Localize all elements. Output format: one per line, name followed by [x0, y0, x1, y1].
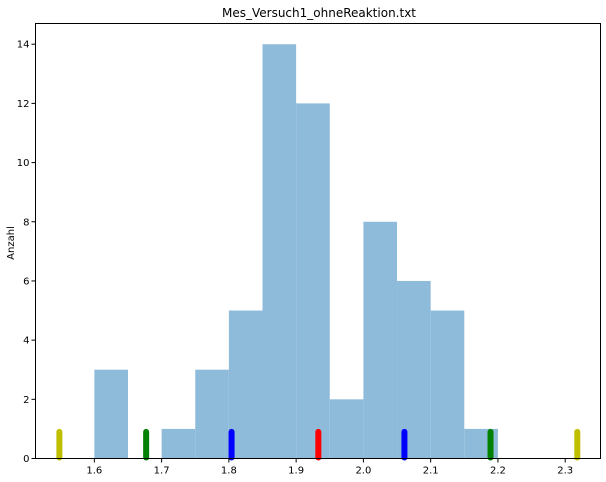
- y-tick-label: 6: [23, 276, 29, 287]
- histogram-bar-8: [397, 280, 431, 459]
- histogram-bar-0: [94, 369, 128, 459]
- histogram-bar-1: [161, 428, 196, 459]
- x-tick-label: 2.0: [355, 466, 371, 477]
- x-tick-label: 1.7: [154, 466, 170, 477]
- y-tick-label: 14: [17, 40, 30, 51]
- x-tick-label: 2.1: [423, 466, 439, 477]
- plot-area-frame: [35, 23, 601, 459]
- y-axis-ticks: 0 2 4 6 8 10 12 14: [17, 40, 36, 465]
- chart-title: Mes_Versuch1_ohneReaktion.txt: [222, 6, 416, 20]
- bars-layer: [94, 44, 498, 459]
- histogram-bar-9: [430, 310, 465, 459]
- y-tick-label: 2: [23, 395, 29, 406]
- y-tick-label: 12: [17, 99, 30, 110]
- x-tick-label: 1.6: [86, 466, 102, 477]
- y-tick-label: 0: [23, 454, 29, 465]
- histogram-bar-2: [195, 369, 229, 459]
- y-axis-label: Anzahl: [6, 226, 17, 260]
- histogram-bar-7: [363, 221, 398, 459]
- x-tick-label: 2.2: [490, 466, 506, 477]
- y-tick-label: 8: [23, 217, 29, 228]
- y-tick-label: 4: [23, 336, 29, 347]
- x-axis-ticks: 1.6 1.7 1.8 1.9 2.0 2.1 2.2 2.3: [86, 458, 573, 477]
- histogram-bar-5: [296, 103, 330, 459]
- markers-layer: [56, 428, 581, 461]
- histogram-bar-6: [329, 399, 364, 459]
- x-tick-label: 2.3: [557, 466, 573, 477]
- histogram-bar-4: [262, 44, 297, 459]
- y-tick-label: 10: [17, 158, 30, 169]
- x-tick-label: 1.9: [288, 466, 304, 477]
- x-tick-label: 1.8: [221, 466, 237, 477]
